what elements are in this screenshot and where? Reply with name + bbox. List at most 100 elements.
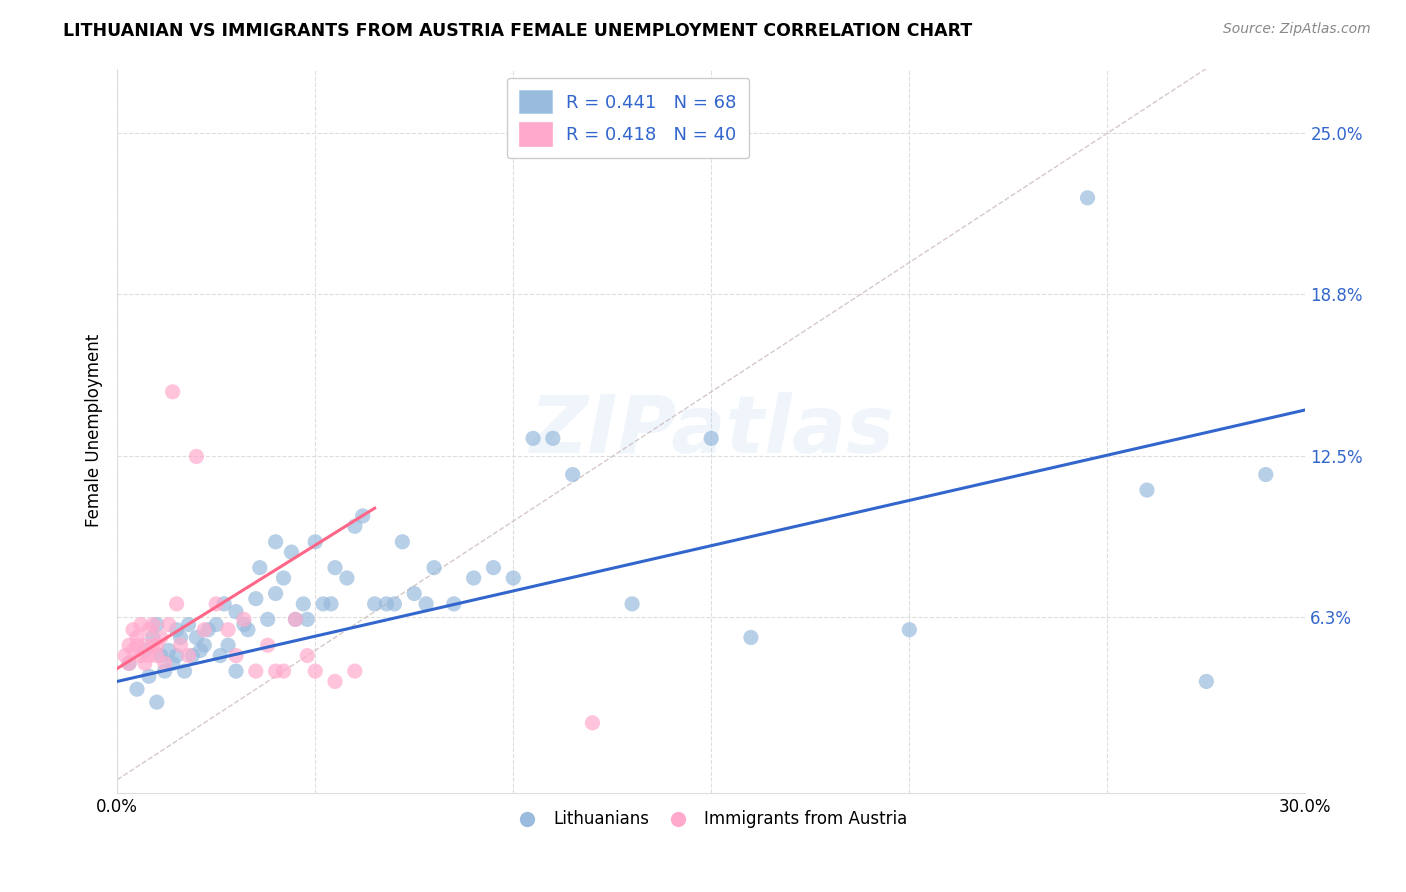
Point: [463, 571, 485, 585]
Point: [443, 597, 465, 611]
Point: [122, 643, 145, 657]
Point: [245, 664, 267, 678]
Point: [118, 638, 141, 652]
Point: [134, 643, 156, 657]
Point: [249, 560, 271, 574]
Point: [114, 648, 136, 663]
Point: [415, 597, 437, 611]
Point: [138, 648, 160, 663]
Point: [1136, 483, 1159, 497]
Point: [217, 638, 239, 652]
Point: [153, 657, 176, 671]
Point: [343, 664, 366, 678]
Point: [134, 657, 156, 671]
Point: [363, 597, 385, 611]
Point: [162, 657, 184, 671]
Point: [138, 623, 160, 637]
Point: [169, 631, 191, 645]
Point: [375, 597, 398, 611]
Point: [177, 617, 200, 632]
Point: [522, 431, 544, 445]
Point: [217, 623, 239, 637]
Point: [142, 617, 165, 632]
Point: [740, 631, 762, 645]
Text: Source: ZipAtlas.com: Source: ZipAtlas.com: [1223, 22, 1371, 37]
Point: [232, 617, 254, 632]
Point: [502, 571, 524, 585]
Point: [205, 617, 228, 632]
Point: [209, 648, 232, 663]
Point: [621, 597, 644, 611]
Point: [280, 545, 302, 559]
Point: [336, 571, 359, 585]
Point: [177, 648, 200, 663]
Point: [1195, 674, 1218, 689]
Point: [146, 648, 169, 663]
Point: [297, 612, 319, 626]
Point: [264, 586, 287, 600]
Point: [146, 695, 169, 709]
Point: [898, 623, 921, 637]
Point: [561, 467, 583, 482]
Point: [319, 597, 342, 611]
Point: [352, 508, 374, 523]
Point: [700, 431, 723, 445]
Point: [343, 519, 366, 533]
Point: [129, 648, 152, 663]
Point: [166, 648, 188, 663]
Point: [153, 664, 176, 678]
Y-axis label: Female Unemployment: Female Unemployment: [86, 334, 103, 527]
Point: [173, 664, 195, 678]
Point: [125, 682, 148, 697]
Point: [138, 669, 160, 683]
Point: [125, 638, 148, 652]
Point: [197, 623, 219, 637]
Point: [1254, 467, 1277, 482]
Point: [225, 664, 247, 678]
Point: [256, 638, 278, 652]
Point: [541, 431, 564, 445]
Point: [323, 674, 346, 689]
Point: [304, 664, 326, 678]
Point: [323, 560, 346, 574]
Point: [193, 623, 215, 637]
Point: [157, 643, 180, 657]
Point: [304, 534, 326, 549]
Point: [404, 586, 426, 600]
Point: [284, 612, 307, 626]
Point: [482, 560, 505, 574]
Point: [423, 560, 446, 574]
Legend: Lithuanians, Immigrants from Austria: Lithuanians, Immigrants from Austria: [509, 804, 914, 835]
Point: [118, 657, 141, 671]
Point: [391, 534, 413, 549]
Point: [205, 597, 228, 611]
Point: [118, 657, 141, 671]
Point: [297, 648, 319, 663]
Point: [236, 623, 259, 637]
Point: [149, 648, 172, 663]
Point: [273, 571, 295, 585]
Point: [122, 623, 145, 637]
Point: [284, 612, 307, 626]
Point: [245, 591, 267, 606]
Point: [166, 597, 188, 611]
Point: [193, 638, 215, 652]
Point: [142, 638, 165, 652]
Point: [232, 612, 254, 626]
Point: [162, 384, 184, 399]
Point: [134, 638, 156, 652]
Point: [149, 631, 172, 645]
Point: [186, 631, 208, 645]
Point: [166, 623, 188, 637]
Point: [146, 638, 169, 652]
Point: [264, 664, 287, 678]
Point: [169, 638, 191, 652]
Point: [129, 617, 152, 632]
Point: [312, 597, 335, 611]
Point: [1077, 191, 1099, 205]
Point: [384, 597, 406, 611]
Point: [264, 534, 287, 549]
Point: [190, 643, 212, 657]
Point: [157, 617, 180, 632]
Point: [142, 631, 165, 645]
